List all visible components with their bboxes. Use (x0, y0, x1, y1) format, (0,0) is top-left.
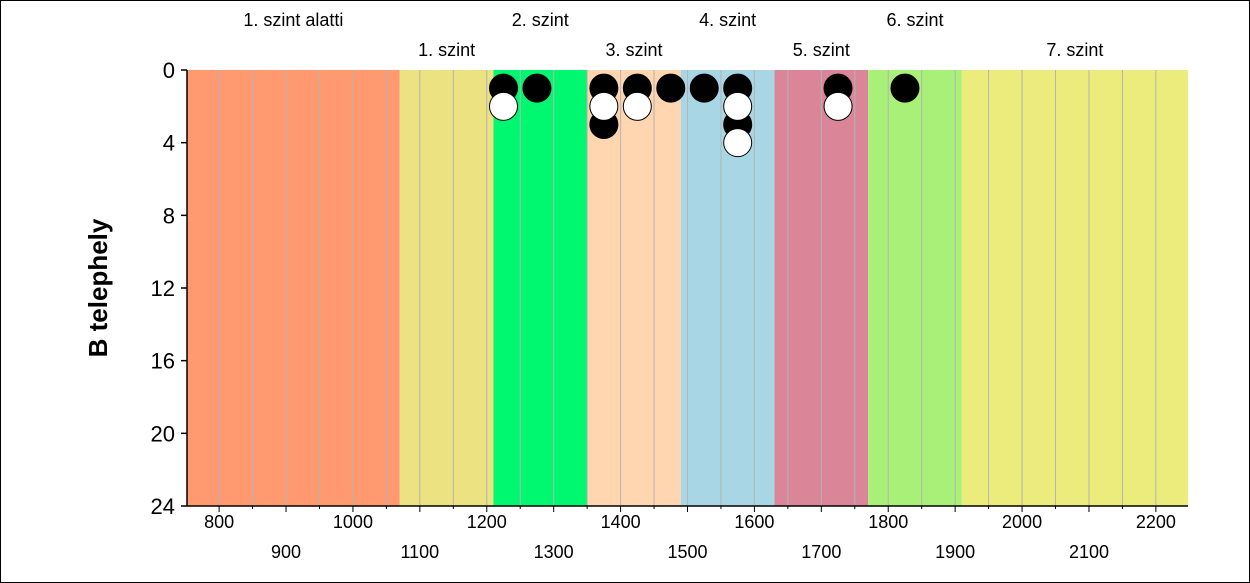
level-band-labels: 1. szint alatti 1. szint 2. szint 3. szint 4… (243, 10, 1103, 60)
open-point (723, 91, 753, 121)
x-tick-label: 2000 (1002, 512, 1042, 532)
filled-point (689, 73, 719, 103)
x-tick-label: 800 (204, 512, 234, 532)
filled-point (656, 73, 686, 103)
open-point (823, 91, 853, 121)
band-3 (493, 70, 588, 506)
x-tick-label: 2200 (1136, 512, 1176, 532)
band-label-5: 4. szint (699, 10, 756, 30)
x-axis-ticks: 800 1000 1200 1400 1600 1800 2000 2200 900 1100 13… (204, 506, 1176, 562)
open-point (488, 91, 518, 121)
y-axis-title: B telephely (83, 218, 113, 357)
band-label-8: 7. szint (1046, 40, 1103, 60)
open-point (622, 91, 652, 121)
x-tick-label: 1500 (667, 542, 707, 562)
filled-point (522, 73, 552, 103)
y-tick-label: 8 (163, 203, 175, 228)
x-tick-label: 1600 (734, 512, 774, 532)
band-label-7: 6. szint (886, 10, 943, 30)
band-label-1: 1. szint alatti (243, 10, 343, 30)
y-axis-ticks: 0 4 8 12 16 20 24 (151, 58, 187, 519)
band-label-6: 5. szint (793, 40, 850, 60)
y-tick-label: 12 (151, 276, 175, 301)
x-tick-label: 1900 (935, 542, 975, 562)
y-tick-label: 16 (151, 349, 175, 374)
data-points (488, 73, 920, 158)
x-tick-label: 2100 (1069, 542, 1109, 562)
x-tick-label: 1000 (333, 512, 373, 532)
y-tick-label: 0 (163, 58, 175, 83)
open-point (589, 91, 619, 121)
grid-lines (218, 70, 1157, 506)
band-8 (961, 70, 1188, 506)
x-tick-label: 1700 (801, 542, 841, 562)
band-label-3: 2. szint (512, 10, 569, 30)
x-tick-label: 1300 (534, 542, 574, 562)
band-7 (868, 70, 962, 506)
x-tick-label: 1400 (601, 512, 641, 532)
x-tick-label: 1200 (467, 512, 507, 532)
band-2 (399, 70, 494, 506)
open-point (723, 128, 753, 158)
y-tick-label: 4 (163, 131, 175, 156)
band-4 (587, 70, 681, 506)
x-tick-label: 900 (271, 542, 301, 562)
band-label-4: 3. szint (605, 40, 662, 60)
band-label-2: 1. szint (418, 40, 475, 60)
x-tick-label: 1100 (400, 542, 439, 562)
filled-point (890, 73, 920, 103)
x-tick-label: 1800 (868, 512, 908, 532)
band-1 (187, 70, 400, 506)
y-tick-label: 20 (151, 421, 175, 446)
y-tick-label: 24 (151, 494, 175, 519)
